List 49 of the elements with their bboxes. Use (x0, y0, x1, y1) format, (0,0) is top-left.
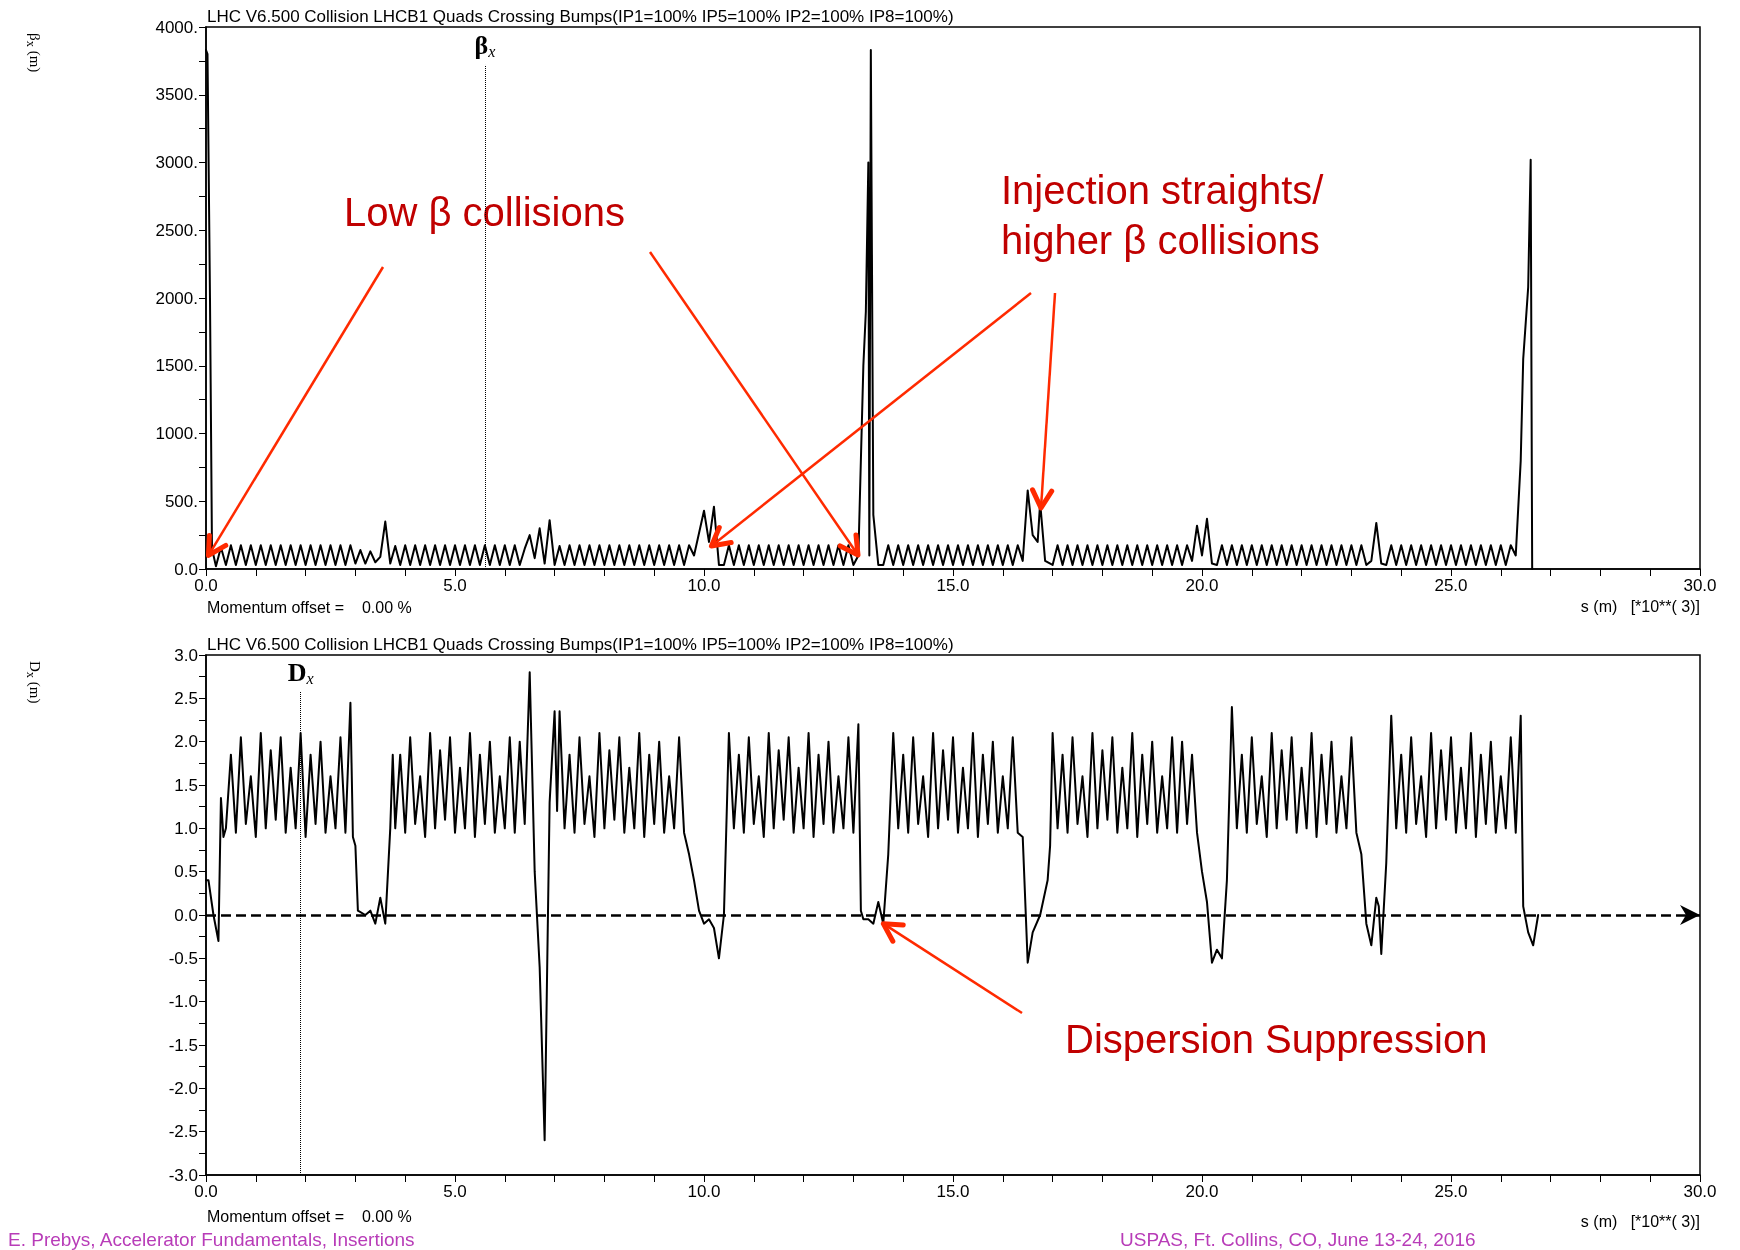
y-tick-label: -1.5 (168, 1035, 198, 1055)
y-tick-label: 2.5 (174, 688, 198, 708)
text: E. Prebys, Accelerator Fundamentals, Insertions (8, 1229, 415, 1250)
annotation: Low β collisions (344, 190, 625, 234)
x-tick-label: 5.0 (443, 1182, 467, 1201)
x-tick-label: 15.0 (936, 1182, 970, 1201)
x-tick-label: 15.0 (936, 576, 970, 595)
y-tick-label: 500. (164, 491, 198, 511)
x-axis-title: s (m) [*10**( 3)] (1580, 1212, 1700, 1230)
y-tick-label: -3.0 (168, 1165, 198, 1185)
x-tick-label: 10.0 (687, 1182, 721, 1201)
y-tick-label: 1500. (155, 356, 198, 376)
y-tick-label: 0.0 (174, 559, 198, 579)
y-tick-label: 3.0 (174, 645, 198, 665)
y-tick-label: -1.0 (168, 992, 198, 1012)
y-tick-label: 4000. (155, 17, 198, 37)
x-tick-label: 30.0 (1683, 576, 1717, 595)
y-tick-label: 2500. (155, 220, 198, 240)
x-tick-label: 30.0 (1683, 1182, 1717, 1201)
x-tick-label: 0.0 (194, 576, 218, 595)
annotation: Injection straights/ higher β collisions (1001, 168, 1325, 262)
x-axis-title: s (m) [*10**( 3)] (1580, 597, 1700, 615)
text: Momentum offset = 0.00 % (207, 599, 412, 616)
x-tick-label: 5.0 (443, 576, 467, 595)
y-tick-label: 1.5 (174, 775, 198, 795)
x-tick-label: 20.0 (1185, 1182, 1219, 1201)
ref-line-label: βx (474, 31, 496, 61)
y-tick-label: 3000. (155, 153, 198, 172)
x-tick-label: 20.0 (1185, 576, 1219, 595)
y-tick-label: 2.0 (174, 732, 198, 752)
y-tick-label: -2.0 (168, 1078, 198, 1098)
y-tick-label: 2000. (155, 288, 198, 308)
y-tick-label: -0.5 (168, 948, 198, 968)
x-tick-label: 10.0 (687, 576, 721, 595)
text: Momentum offset = 0.00 % (207, 1208, 412, 1225)
chart-title: LHC V6.500 Collision LHCB1 Quads Crossing Bumps(IP1=100% IP5=100% IP2=100% IP8=100%) (207, 7, 954, 26)
annotation: Dispersion Suppression (1065, 1017, 1488, 1061)
y-tick-label: 0.0 (174, 905, 198, 925)
y-tick-label: -2.5 (168, 1122, 198, 1142)
x-tick-label: 25.0 (1434, 576, 1468, 595)
chart-title: LHC V6.500 Collision LHCB1 Quads Crossing Bumps(IP1=100% IP5=100% IP2=100% IP8=100%) (207, 635, 954, 654)
y-tick-label: 1000. (155, 424, 198, 443)
y-tick-label: 0.5 (174, 862, 198, 882)
y-tick-label: 3500. (155, 85, 198, 105)
y-tick-label: 1.0 (174, 818, 198, 838)
text: USPAS, Ft. Collins, CO, June 13-24, 2016 (1120, 1229, 1476, 1250)
ref-line-label: Dx (287, 657, 314, 687)
x-tick-label: 25.0 (1434, 1182, 1468, 1201)
x-tick-label: 0.0 (194, 1182, 218, 1201)
